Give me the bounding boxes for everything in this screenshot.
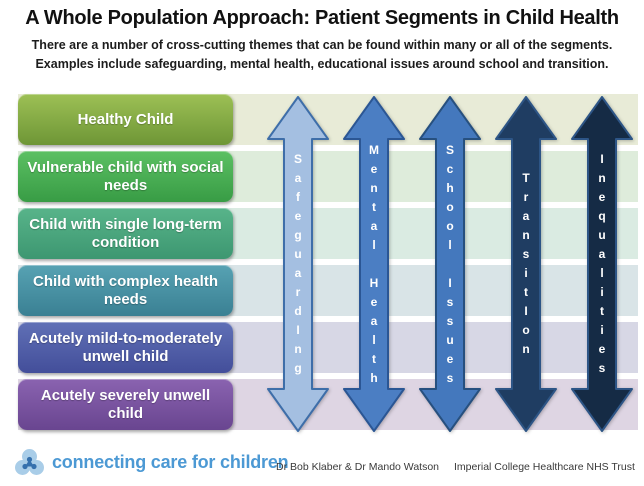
credits-organisation: Imperial College Healthcare NHS Trust [454, 461, 635, 473]
credits-authors: Dr Bob Klaber & Dr Mando Watson [276, 461, 440, 473]
segment-box-acutely-mild-moderate: Acutely mild-to-moderately unwell child [18, 322, 233, 373]
connecting-care-logo-icon [15, 449, 44, 475]
segment-label: Vulnerable child with social needs [27, 159, 224, 194]
segment-box-complex-health-needs: Child with complex health needs [18, 265, 233, 316]
segment-box-vulnerable-child: Vulnerable child with social needs [18, 151, 233, 202]
slide-subtitle: There are a number of cross-cutting them… [22, 36, 622, 75]
logo: connecting care for children [14, 448, 289, 477]
segment-label: Acutely mild-to-moderately unwell child [28, 330, 223, 365]
segment-label: Child with complex health needs [32, 273, 219, 308]
inequalities-arrow-shape [571, 96, 633, 432]
mental-health-arrow-shape [343, 96, 405, 432]
safeguarding-arrow-shape [267, 96, 329, 432]
segment-box-single-long-term: Child with single long-term condition [18, 208, 233, 259]
transition-arrow-shape [495, 96, 557, 432]
slide-title: A Whole Population Approach: Patient Seg… [25, 7, 619, 29]
segment-box-healthy-child: Healthy Child [18, 94, 233, 145]
credits: Dr Bob Klaber & Dr Mando Watson Imperial… [276, 461, 635, 473]
segment-label: Healthy Child [77, 110, 174, 128]
subtitle-line-1: There are a number of cross-cutting them… [31, 38, 613, 52]
segment-label: Child with single long-term condition [29, 216, 222, 251]
school-issues-arrow-shape [419, 96, 481, 432]
logo-text: connecting care for children [52, 452, 289, 472]
segment-label: Acutely severely unwell child [40, 387, 211, 422]
subtitle-line-2: Examples include safeguarding, mental he… [35, 57, 609, 72]
segment-box-acutely-severe: Acutely severely unwell child [18, 379, 233, 430]
